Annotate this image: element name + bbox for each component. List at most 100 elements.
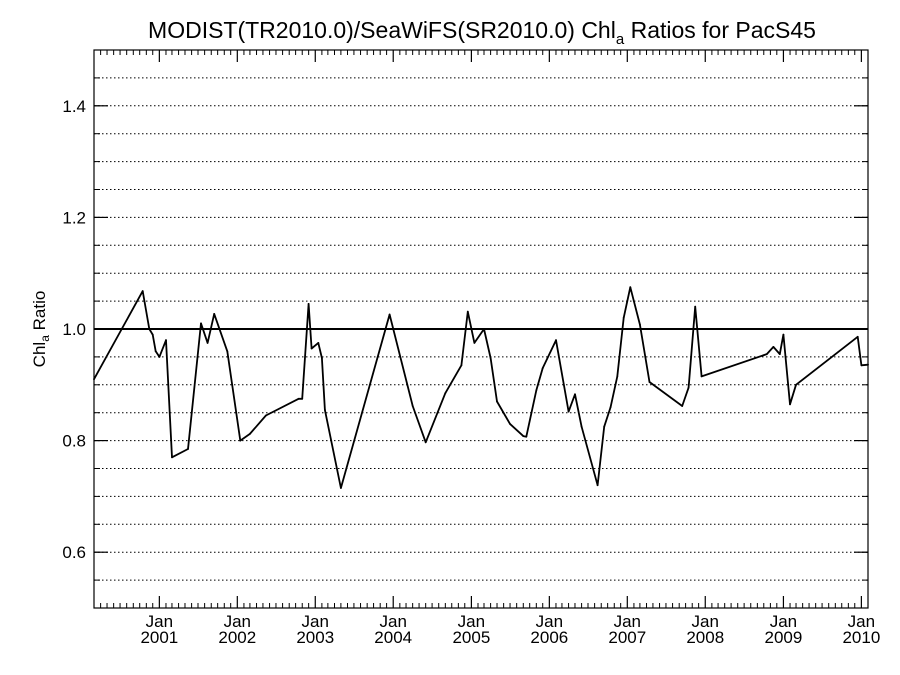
data-point xyxy=(596,484,599,487)
data-point xyxy=(317,342,320,344)
x-tick-label-year: 2003 xyxy=(296,628,334,647)
series-group xyxy=(93,286,869,489)
x-tick-label-year: 2007 xyxy=(608,628,646,647)
data-point xyxy=(424,441,427,444)
data-point xyxy=(321,357,323,359)
x-tick-label-month: Jan xyxy=(224,612,251,631)
data-point xyxy=(772,346,775,348)
y-tick-label: 1.0 xyxy=(62,320,86,339)
data-point xyxy=(483,328,485,330)
grid-lines xyxy=(94,77,868,581)
plot-frame xyxy=(93,49,869,609)
data-point xyxy=(609,406,612,408)
data-point xyxy=(765,353,768,355)
data-point xyxy=(795,383,797,386)
x-tick-label-month: Jan xyxy=(146,612,173,631)
x-tick-label-month: Jan xyxy=(614,612,641,631)
y-axis-label-suffix: Ratio xyxy=(30,291,49,335)
data-point xyxy=(165,339,167,342)
x-tick-label-month: Jan xyxy=(848,612,875,631)
x-tick-label-month: Jan xyxy=(692,612,719,631)
data-point xyxy=(856,335,859,338)
chart-title: MODIST(TR2010.0)/SeaWiFS(SR2010.0) Chla … xyxy=(148,17,816,48)
data-point xyxy=(141,290,144,292)
x-tick-label-year: 2009 xyxy=(765,628,803,647)
data-point xyxy=(411,405,414,407)
y-tick-label: 0.8 xyxy=(62,432,86,451)
data-point xyxy=(574,393,576,396)
data-point xyxy=(648,381,651,383)
data-point xyxy=(555,339,557,342)
data-point xyxy=(249,433,251,435)
data-point xyxy=(206,342,209,344)
data-point xyxy=(301,397,304,400)
data-point xyxy=(466,310,469,313)
data-point xyxy=(226,350,229,353)
chart-title-suffix: Ratios for PacS45 xyxy=(624,17,816,43)
data-point xyxy=(525,435,528,438)
data-point xyxy=(239,439,242,442)
data-point xyxy=(509,423,511,425)
data-point xyxy=(622,316,625,319)
data-point xyxy=(307,303,310,305)
x-tick-label-month: Jan xyxy=(536,612,563,631)
data-point xyxy=(860,364,863,367)
data-point xyxy=(778,353,781,355)
data-point xyxy=(687,386,690,389)
data-point xyxy=(616,375,619,378)
x-tick-label-year: 2001 xyxy=(140,628,178,647)
data-point xyxy=(265,414,267,417)
data-point xyxy=(782,333,785,336)
y-tick-label: 0.6 xyxy=(62,543,86,562)
data-point xyxy=(639,323,641,326)
data-point xyxy=(580,425,583,428)
y-axis-label-subscript: a xyxy=(38,335,52,342)
data-point xyxy=(700,375,703,378)
data-point xyxy=(681,405,684,407)
x-tick-label-year: 2004 xyxy=(374,628,412,647)
data-point xyxy=(158,356,161,358)
data-point xyxy=(489,357,492,359)
data-point xyxy=(340,487,342,489)
x-tick-label-month: Jan xyxy=(770,612,797,631)
data-point xyxy=(444,392,447,395)
x-tick-label-year: 2010 xyxy=(842,628,880,647)
data-point xyxy=(388,313,391,316)
x-tick-label-month: Jan xyxy=(458,612,485,631)
series-line xyxy=(93,286,869,489)
data-point xyxy=(310,347,313,350)
data-point xyxy=(324,409,326,411)
data-point xyxy=(297,397,300,400)
x-tick-label-year: 2008 xyxy=(686,628,724,647)
data-point xyxy=(567,410,570,413)
y-tick-label: 1.2 xyxy=(62,208,86,227)
data-point xyxy=(789,403,791,406)
data-point xyxy=(151,333,154,336)
x-tick-label-year: 2005 xyxy=(452,628,490,647)
y-axis-label: Chla Ratio xyxy=(30,291,52,368)
data-point xyxy=(148,328,151,330)
x-tick-label-year: 2002 xyxy=(218,628,256,647)
data-point xyxy=(629,286,632,289)
data-point xyxy=(541,367,544,369)
data-point xyxy=(473,342,476,344)
data-point xyxy=(154,350,157,353)
x-tick-label-month: Jan xyxy=(302,612,329,631)
x-tick-label-month: Jan xyxy=(380,612,407,631)
data-point xyxy=(496,400,498,403)
y-tick-label: 1.4 xyxy=(62,97,86,116)
data-point xyxy=(187,448,189,450)
data-point xyxy=(460,364,463,367)
data-point xyxy=(213,313,216,315)
x-tick-label-year: 2006 xyxy=(530,628,568,647)
data-point xyxy=(522,435,525,437)
data-point xyxy=(694,305,697,308)
chart-title-main: MODIST(TR2010.0)/SeaWiFS(SR2010.0) Chl xyxy=(148,17,616,43)
tick-labels: 0.60.81.01.21.4Jan2001Jan2002Jan2003Jan2… xyxy=(62,97,880,647)
data-point xyxy=(200,322,202,325)
data-point xyxy=(171,456,173,459)
data-point xyxy=(535,389,538,392)
y-axis-label-main: Chl xyxy=(30,342,49,368)
chart-title-subscript: a xyxy=(616,31,625,48)
